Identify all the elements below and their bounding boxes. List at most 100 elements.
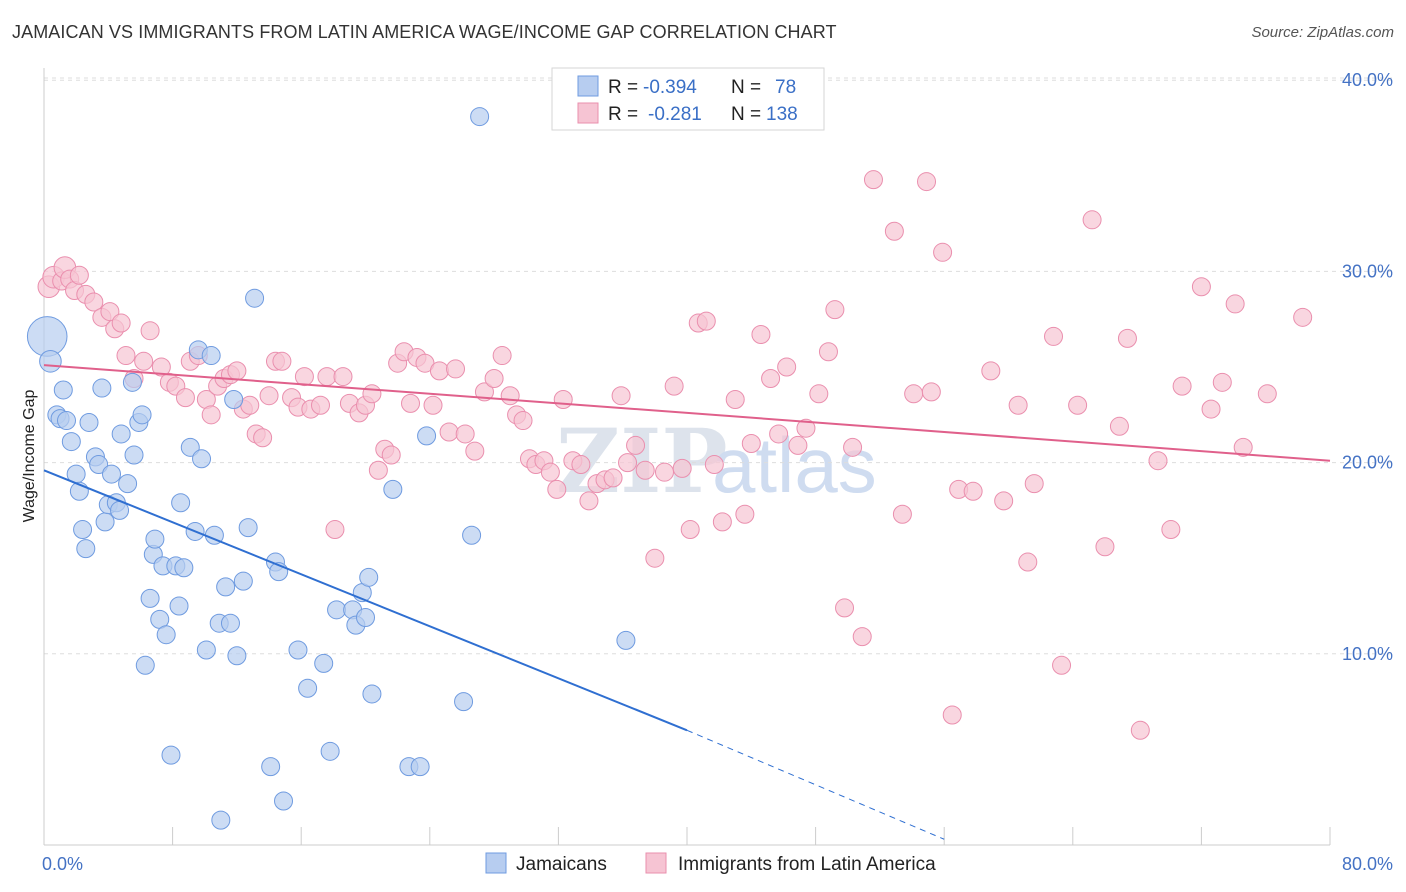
immigrants-point-93 <box>725 390 745 410</box>
immigrants-point-127 <box>1095 537 1115 557</box>
immigrants-point-101 <box>796 418 816 438</box>
jamaicans-point-73 <box>454 692 474 712</box>
immigrants-point-60 <box>455 424 475 444</box>
immigrants-point-138 <box>1233 437 1253 457</box>
immigrants-point-28 <box>227 361 247 381</box>
immigrants-point-134 <box>1191 277 1211 297</box>
watermark-atlas: atlas <box>712 421 877 509</box>
immigrants-point-140 <box>1293 307 1313 327</box>
immigrants-point-126 <box>1082 210 1102 230</box>
immigrants-point-73 <box>553 390 573 410</box>
immigrants-point-95 <box>741 434 761 453</box>
immigrants-point-32 <box>253 428 273 448</box>
jamaicans-point-58 <box>288 640 308 660</box>
legend-r-value-1: -0.394 <box>643 77 697 98</box>
immigrants-point-91 <box>704 455 724 475</box>
jamaicans-point-11 <box>79 412 99 432</box>
chart-source: Source: ZipAtlas.com <box>1251 24 1394 41</box>
jamaicans-point-69 <box>383 479 403 499</box>
jamaicans-point-76 <box>616 630 636 650</box>
immigrants-point-103 <box>818 342 838 362</box>
immigrants-point-88 <box>680 520 700 540</box>
immigrants-point-102 <box>809 384 829 404</box>
immigrants-point-85 <box>654 462 674 482</box>
immigrants-point-83 <box>635 460 655 480</box>
immigrants-point-128 <box>1109 416 1129 436</box>
jamaicans-point-68 <box>362 684 382 704</box>
jamaicans-point-50 <box>227 646 247 666</box>
immigrants-point-94 <box>735 504 755 524</box>
immigrants-point-84 <box>645 548 665 568</box>
jamaicans-point-72 <box>417 426 437 446</box>
legend-r-label-1: R = <box>608 77 638 98</box>
y-tick-label-0: 10.0% <box>1342 644 1393 664</box>
jamaicans-point-49 <box>224 390 244 410</box>
immigrants-point-13 <box>116 346 136 366</box>
jamaicans-point-25 <box>132 405 152 425</box>
bottom-legend: Jamaicans Immigrants from Latin America <box>485 852 936 875</box>
immigrants-point-35 <box>272 351 292 371</box>
immigrants-point-109 <box>884 221 904 241</box>
jamaicans-point-4 <box>53 380 73 400</box>
immigrants-point-120 <box>1008 395 1028 415</box>
legend-swatch-immigrants <box>577 102 599 124</box>
immigrants-point-107 <box>852 627 872 647</box>
jamaicans-point-22 <box>122 372 142 392</box>
bottom-legend-label-immigrants: Immigrants from Latin America <box>678 854 936 875</box>
jamaicans-point-13 <box>89 455 109 475</box>
immigrants-point-108 <box>863 170 883 190</box>
gridlines <box>44 77 1392 655</box>
legend: R = -0.394 N = 78 R = -0.281 N = 138 <box>551 67 825 131</box>
jamaicans-point-59 <box>298 678 318 698</box>
legend-n-value-2: 138 <box>766 104 798 125</box>
immigrants-point-47 <box>362 384 382 404</box>
chart-title: JAMAICAN VS IMMIGRANTS FROM LATIN AMERIC… <box>12 22 837 42</box>
immigrants-point-86 <box>664 376 684 396</box>
immigrants-point-117 <box>963 481 983 501</box>
y-tick-label-1: 20.0% <box>1342 453 1393 473</box>
jamaicans-point-6 <box>61 432 81 452</box>
immigrants-point-61 <box>465 441 485 461</box>
immigrants-point-122 <box>1024 474 1044 494</box>
immigrants-point-100 <box>788 435 808 455</box>
immigrants-point-123 <box>1044 326 1064 346</box>
immigrants-point-72 <box>547 479 567 499</box>
immigrants-point-132 <box>1161 520 1181 540</box>
jamaicans-point-54 <box>261 757 281 777</box>
immigrants-point-16 <box>140 321 160 341</box>
immigrants-point-75 <box>571 455 591 475</box>
legend-n-label-2: N = <box>731 104 761 125</box>
immigrants-point-97 <box>761 368 781 388</box>
jamaicans-point-38 <box>180 437 200 457</box>
immigrants-point-38 <box>294 367 314 387</box>
immigrants-point-92 <box>712 512 732 532</box>
immigrants-point-24 <box>201 405 221 425</box>
immigrants-point-106 <box>843 437 863 457</box>
immigrants-point-139 <box>1257 384 1277 404</box>
immigrants-point-129 <box>1117 328 1137 348</box>
immigrants-point-41 <box>317 367 337 387</box>
jamaicans-point-17 <box>102 464 122 484</box>
jamaicans-point-66 <box>356 607 375 627</box>
legend-swatch-jamaicans <box>577 75 599 97</box>
jamaicans-point-46 <box>211 810 231 830</box>
legend-r-value-2: -0.281 <box>648 104 702 125</box>
immigrants-point-48 <box>368 460 388 480</box>
immigrants-point-64 <box>492 346 512 366</box>
jamaicans-point-48 <box>220 613 240 633</box>
immigrants-point-87 <box>672 458 692 478</box>
immigrants-point-63 <box>484 368 504 388</box>
jamaicans-point-15 <box>95 512 115 532</box>
series-jamaicans <box>26 107 636 830</box>
immigrants-point-98 <box>769 424 789 444</box>
immigrants-point-6 <box>69 265 89 285</box>
jamaicans-point-23 <box>124 445 144 465</box>
jamaicans-point-1 <box>39 349 62 373</box>
jamaicans-point-32 <box>156 625 176 645</box>
immigrants-point-137 <box>1225 294 1245 314</box>
immigrants-point-62 <box>474 382 494 402</box>
jamaicans-point-29 <box>145 529 165 549</box>
y-tick-label-3: 40.0% <box>1342 70 1393 90</box>
immigrants-point-82 <box>626 435 646 455</box>
immigrants-point-133 <box>1172 376 1192 396</box>
